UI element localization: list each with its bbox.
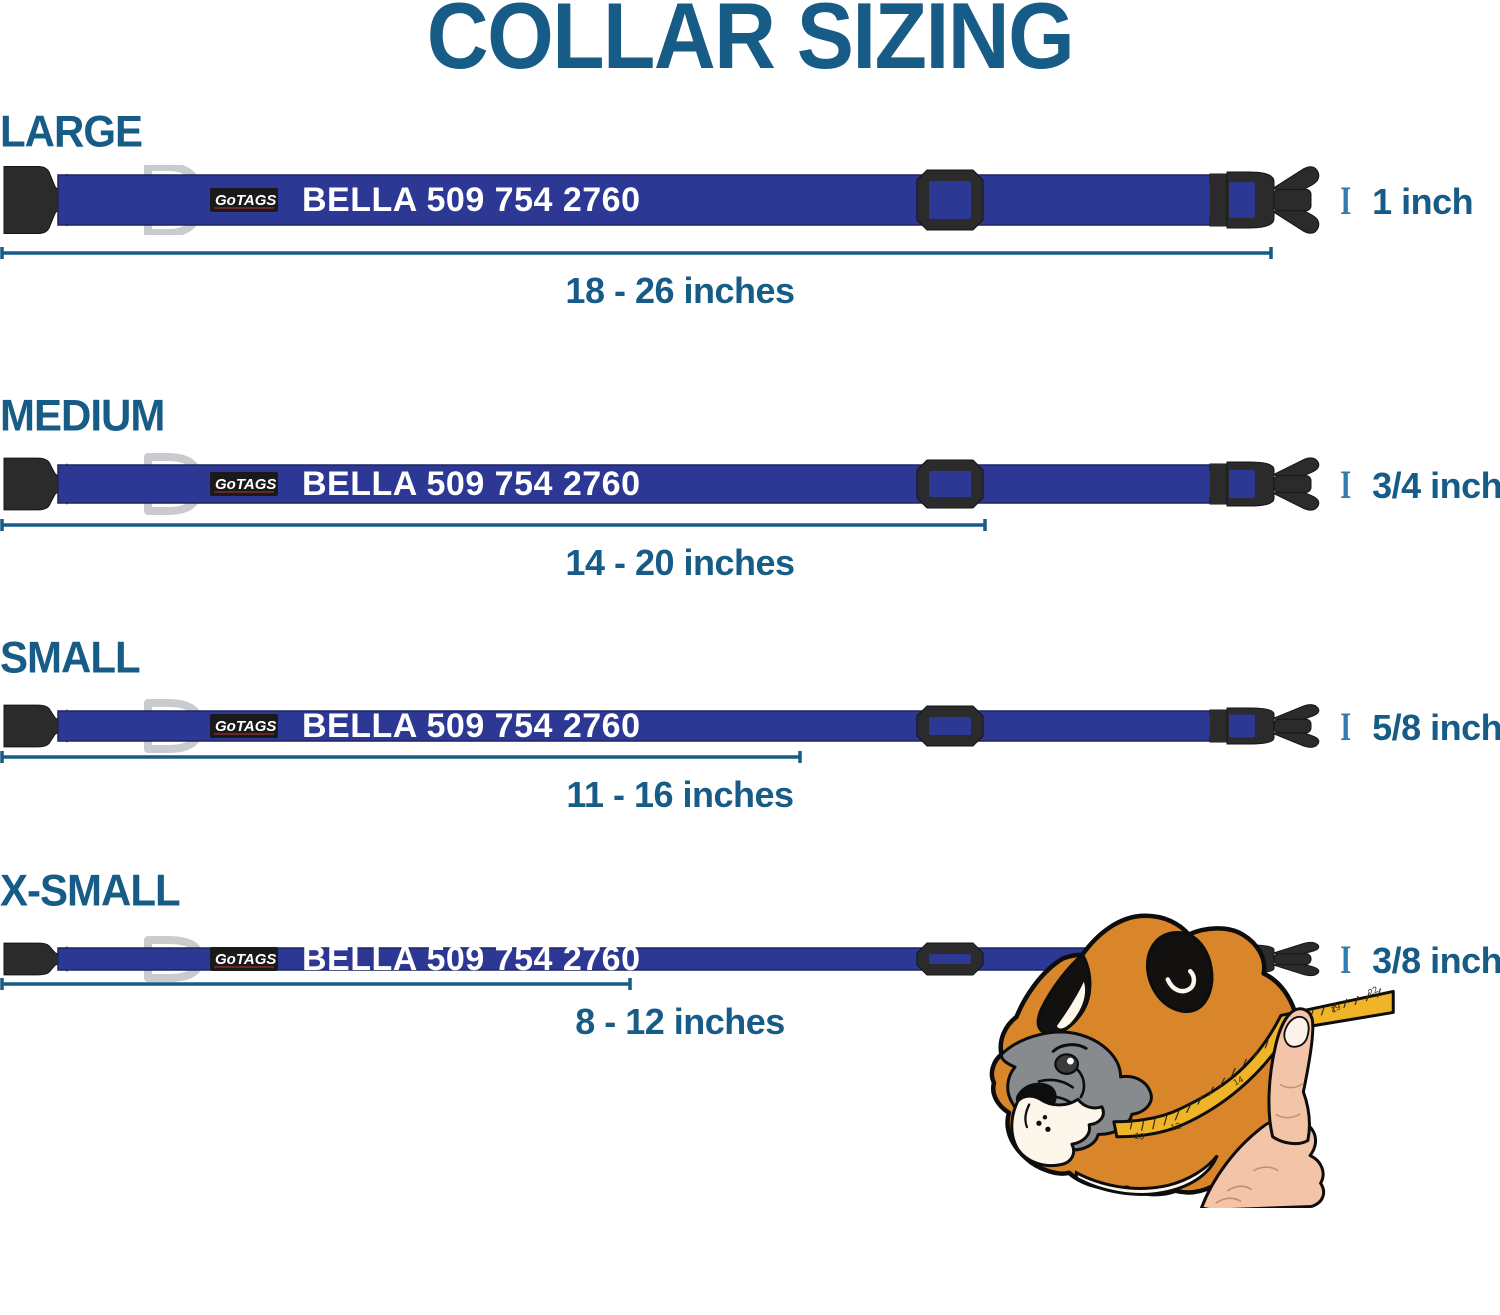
svg-text:BELLA 509 754 2760: BELLA 509 754 2760 xyxy=(302,940,641,978)
svg-text:GoTAGS: GoTAGS xyxy=(215,951,276,968)
svg-text:GoTAGS: GoTAGS xyxy=(215,192,276,209)
svg-text:GoTAGS: GoTAGS xyxy=(215,476,276,493)
svg-text:10: 10 xyxy=(1134,1130,1145,1141)
svg-text:BELLA 509 754 2760: BELLA 509 754 2760 xyxy=(302,465,641,503)
svg-text:BELLA 509 754 2760: BELLA 509 754 2760 xyxy=(302,181,641,219)
svg-text:BELLA 509 754 2760: BELLA 509 754 2760 xyxy=(302,707,641,745)
svg-text:GoTAGS: GoTAGS xyxy=(215,718,276,735)
